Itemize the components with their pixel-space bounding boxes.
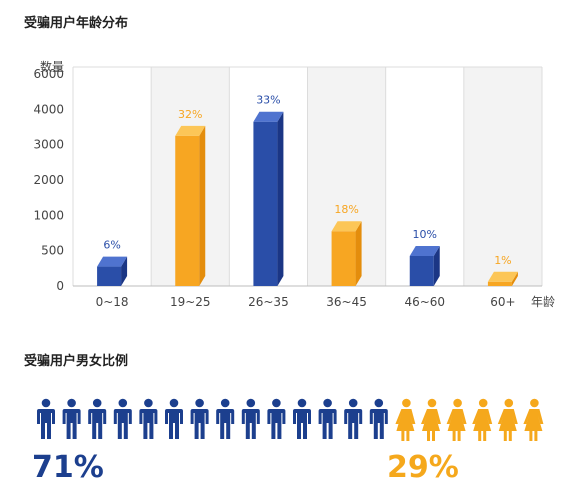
female-icon [472, 398, 493, 441]
x-tick-label: 26~35 [248, 295, 289, 309]
x-axis-label: 年龄 [531, 295, 555, 309]
y-axis-label: 数量 [40, 59, 64, 74]
bar-percent-label: 33% [256, 94, 280, 107]
bar-percent-label: 32% [178, 108, 202, 121]
male-icon [293, 398, 311, 439]
age-distribution-chart: 数量 0 500 1000 2000 3000 4000 6000 年龄 6% 0~18 32% 19~… [33, 59, 555, 309]
male-percentage: 71% [32, 450, 104, 485]
y-tick-label: 500 [41, 244, 64, 258]
female-icon [523, 398, 544, 441]
bar-front [175, 135, 200, 286]
y-tick-label: 6000 [33, 67, 64, 81]
female-icon [421, 398, 441, 441]
male-icon [241, 398, 260, 439]
x-tick-label: 36~45 [326, 295, 367, 309]
bar-side [355, 221, 362, 286]
gender-chart-title: 受骗用户男女比例 [24, 354, 129, 369]
male-icon [37, 398, 55, 439]
y-tick-label: 0 [56, 279, 64, 293]
male-icon [216, 398, 235, 439]
age-chart-title: 受骗用户年龄分布 [24, 16, 129, 31]
bar-4 [409, 245, 440, 286]
y-tick-label: 3000 [33, 138, 64, 152]
bar-percent-label: 6% [103, 239, 120, 252]
bar-front [331, 231, 356, 286]
bar-0 [97, 256, 128, 286]
bar-side [121, 256, 128, 286]
bar-top [253, 111, 284, 122]
x-tick-label: 19~25 [170, 295, 211, 309]
female-icon [446, 398, 467, 441]
male-icon [62, 398, 81, 439]
bar-top [331, 221, 362, 232]
male-icon [139, 398, 158, 439]
male-icon [369, 398, 388, 439]
bar-percent-label: 18% [334, 203, 358, 216]
bar-side [433, 245, 440, 286]
male-icon [318, 398, 337, 439]
x-tick-label: 46~60 [404, 295, 445, 309]
male-icon [113, 398, 132, 439]
bar-side [277, 111, 284, 286]
bar-percent-label: 1% [494, 254, 511, 267]
x-tick-label: 0~18 [96, 295, 129, 309]
bar-3 [331, 221, 362, 286]
bar-top [409, 245, 440, 256]
bar-side [511, 271, 518, 286]
y-tick-label: 2000 [33, 173, 64, 187]
x-tick-label: 60+ [490, 295, 515, 309]
female-icon [497, 398, 518, 441]
bar-front [409, 255, 434, 286]
bar-2 [253, 111, 284, 286]
female-icon [395, 398, 416, 441]
male-icon [344, 398, 363, 439]
bar-front [97, 266, 122, 286]
bar-side [199, 125, 206, 286]
y-tick-label: 1000 [33, 208, 64, 222]
bar-5 [487, 271, 518, 286]
bar-top [97, 256, 128, 267]
bar-top [487, 271, 518, 282]
male-icon [88, 398, 107, 439]
female-percentage: 29% [387, 450, 459, 485]
bar-top [175, 125, 206, 136]
y-tick-label: 4000 [33, 102, 64, 116]
male-icon [190, 398, 209, 439]
bar-front [253, 121, 278, 286]
male-icon [165, 398, 183, 439]
bar-1 [175, 125, 206, 286]
bar-percent-label: 10% [413, 228, 437, 241]
column-band [463, 67, 542, 286]
male-icon [267, 398, 286, 439]
bar-front [487, 281, 512, 286]
